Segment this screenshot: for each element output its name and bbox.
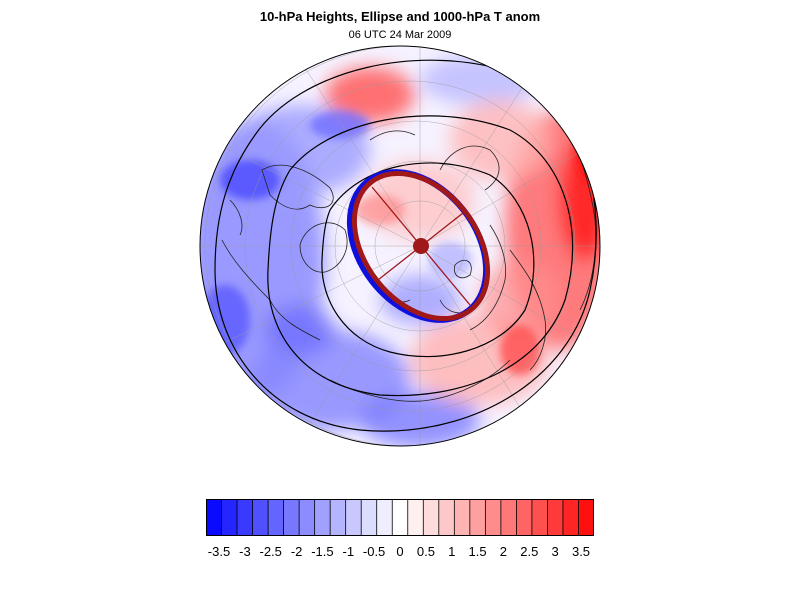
colorbar-swatch [531, 499, 549, 536]
colorbar-swatch [469, 499, 487, 536]
colorbar-swatch [484, 499, 502, 536]
colorbar-outline [206, 499, 594, 536]
colorbar-swatch [578, 499, 594, 536]
globe-outline [199, 45, 601, 447]
chart-subtitle: 06 UTC 24 Mar 2009 [348, 29, 452, 41]
colorbar-tick-label: -1.5 [311, 544, 334, 559]
colorbar-swatch [562, 499, 580, 536]
temperature-anomaly-field [200, 46, 600, 446]
colorbar-tick-label: -3.5 [207, 544, 231, 559]
colorbar-tick-label: 1.5 [468, 544, 487, 559]
colorbar-tick-label: -2 [290, 544, 303, 559]
polar-map [199, 45, 601, 447]
colorbar-swatch [206, 499, 223, 536]
colorbar-swatch [267, 499, 285, 536]
ellipse-center-dot [413, 238, 429, 254]
colorbar-swatch [438, 499, 456, 536]
colorbar-tick-label: 1 [448, 544, 456, 559]
colorbar-swatch [547, 499, 564, 536]
colorbar-swatch [360, 499, 378, 536]
current-ellipse [351, 170, 491, 322]
colorbar-swatch [376, 499, 393, 536]
colorbar-swatch [453, 499, 471, 536]
colorbar-swatch [515, 499, 533, 536]
colorbar-swatch [283, 499, 300, 536]
height-contours [214, 59, 597, 432]
colorbar-swatch [252, 499, 269, 536]
colorbar-tick-label: 0 [396, 544, 404, 559]
colorbar [206, 499, 594, 536]
colorbar-tick-label: 3 [551, 544, 559, 559]
colorbar-swatch [236, 499, 254, 536]
chart-title: 10-hPa Heights, Ellipse and 1000-hPa T a… [259, 9, 541, 24]
colorbar-tick-label: 2 [499, 544, 508, 559]
colorbar-swatch [298, 499, 316, 536]
colorbar-tick-label: 0.5 [416, 544, 435, 559]
colorbar-swatch [391, 499, 409, 536]
colorbar-tick-label: -0.5 [362, 544, 386, 559]
colorbar-swatch [221, 499, 238, 536]
colorbar-swatch [422, 499, 440, 536]
colorbar-tick-label: -3 [239, 544, 251, 559]
colorbar-swatch [329, 499, 347, 536]
colorbar-tick-label: -1 [342, 544, 355, 559]
colorbar-tick-label: -2.5 [259, 544, 282, 559]
colorbar-swatch [314, 499, 331, 536]
colorbar-tick-label: 3.5 [571, 544, 591, 559]
colorbar-swatch [407, 499, 424, 536]
colorbar-swatch [345, 499, 362, 536]
colorbar-swatch [500, 499, 518, 536]
colorbar-tick-label: 2.5 [520, 544, 539, 559]
